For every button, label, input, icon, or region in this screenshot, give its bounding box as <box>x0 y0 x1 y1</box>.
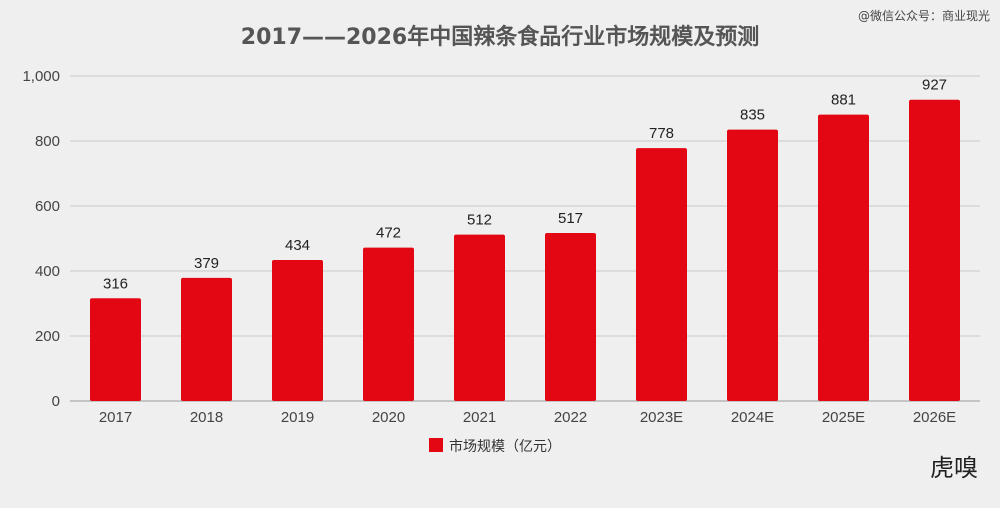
bar-2024E <box>727 129 778 401</box>
y-tick-label: 200 <box>35 328 60 345</box>
x-tick-label: 2019 <box>281 409 314 426</box>
data-label-2025E: 881 <box>831 92 856 109</box>
huxiu-logo: 虎嗅 <box>930 454 978 482</box>
bar-2026E <box>909 99 960 401</box>
bar-2017 <box>90 298 141 401</box>
y-tick-label: 0 <box>52 393 60 410</box>
bar-2018 <box>181 277 232 401</box>
chart-title: 2017——2026年中国辣条食品行业市场规模及预测 <box>241 24 759 50</box>
legend: 市场规模（亿元） <box>429 438 561 455</box>
y-axis-ticks: 0 200 400 600 800 1,000 <box>22 68 60 410</box>
data-label-2018: 379 <box>194 255 219 272</box>
x-tick-label: 2023E <box>640 409 683 426</box>
data-label-2017: 316 <box>103 275 128 292</box>
data-label-2026E: 927 <box>922 77 947 94</box>
x-tick-label: 2025E <box>822 409 865 426</box>
bar-2021 <box>454 234 505 401</box>
x-tick-label: 2020 <box>372 409 405 426</box>
y-tick-label: 1,000 <box>22 68 60 85</box>
bars: 316 379 434 472 512 517 778 835 881 927 <box>90 77 960 402</box>
bar-2025E <box>818 114 869 402</box>
data-label-2020: 472 <box>376 225 401 242</box>
bar-2020 <box>363 247 414 401</box>
x-tick-label: 2022 <box>554 409 587 426</box>
legend-label: 市场规模（亿元） <box>449 438 561 455</box>
y-tick-label: 600 <box>35 198 60 215</box>
data-label-2019: 434 <box>285 237 310 254</box>
bar-2023E <box>636 148 687 401</box>
y-tick-label: 800 <box>35 133 60 150</box>
x-axis-ticks: 2017 2018 2019 2020 2021 2022 2023E 2024E 2025E 2… <box>99 409 956 426</box>
data-label-2023E: 778 <box>649 125 674 142</box>
data-label-2021: 512 <box>467 212 492 229</box>
legend-swatch <box>429 438 443 452</box>
y-tick-label: 400 <box>35 263 60 280</box>
x-tick-label: 2017 <box>99 409 132 426</box>
x-tick-label: 2018 <box>190 409 223 426</box>
bar-2019 <box>272 259 323 401</box>
x-tick-label: 2021 <box>463 409 496 426</box>
x-tick-label: 2024E <box>731 409 774 426</box>
data-label-2022: 517 <box>558 210 583 227</box>
bar-2022 <box>545 232 596 401</box>
watermark-text: @微信公众号：商业现光 <box>858 8 990 23</box>
x-tick-label: 2026E <box>913 409 956 426</box>
data-label-2024E: 835 <box>740 107 765 124</box>
